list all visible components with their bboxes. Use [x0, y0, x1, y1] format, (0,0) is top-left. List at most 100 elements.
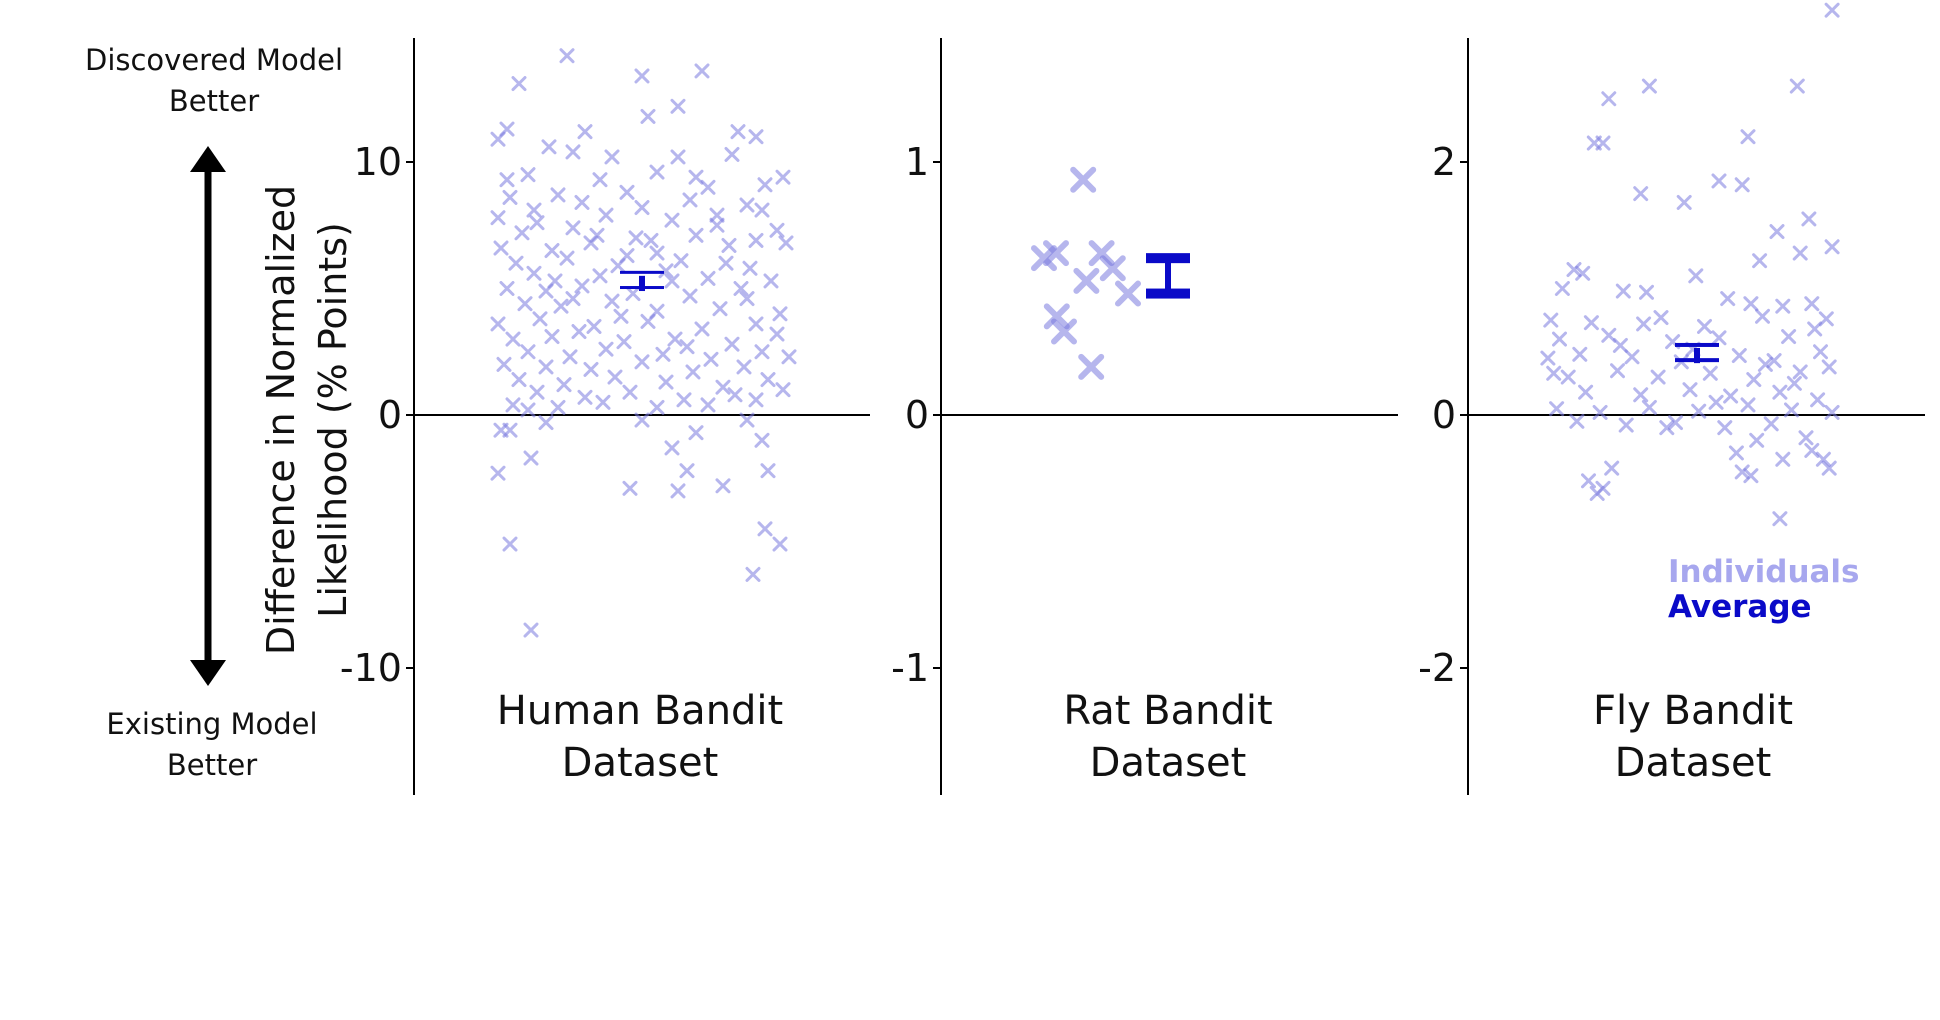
- marker-stroke: [757, 177, 773, 193]
- individual-point: [1595, 135, 1611, 151]
- marker-stroke: [592, 268, 608, 284]
- marker-stroke: [511, 76, 527, 92]
- individual-point: [523, 450, 539, 466]
- marker-stroke: [1821, 359, 1837, 375]
- individual-point: [733, 281, 749, 296]
- individual-point: [718, 255, 734, 271]
- marker-stroke: [1818, 311, 1834, 327]
- marker-stroke: [664, 440, 680, 456]
- individual-point: [763, 273, 779, 289]
- individual-point: [772, 536, 788, 552]
- individual-point: [574, 194, 590, 210]
- y-tick-label: 2: [1432, 140, 1456, 184]
- individual-point: [508, 255, 524, 271]
- individual-point: [499, 121, 515, 137]
- individual-point: [775, 169, 791, 185]
- individual-point: [1807, 321, 1823, 337]
- marker-stroke: [634, 354, 650, 370]
- individual-point: [688, 227, 704, 243]
- marker-stroke: [598, 341, 614, 357]
- marker-stroke: [1781, 329, 1797, 345]
- errorbar-cap-bottom: [1146, 288, 1190, 299]
- panel-title-line1: Rat Bandit: [1063, 688, 1272, 734]
- individual-point: [490, 316, 506, 332]
- marker-stroke: [565, 220, 581, 236]
- marker-stroke: [604, 149, 620, 165]
- marker-stroke: [1569, 413, 1585, 429]
- individual-point: [1610, 363, 1625, 379]
- individual-point: [562, 349, 578, 365]
- errorbar-cap-bottom: [620, 286, 664, 290]
- marker-stroke: [754, 432, 770, 448]
- marker-stroke: [1641, 78, 1657, 94]
- marker-stroke: [664, 273, 680, 289]
- marker-stroke: [1633, 186, 1649, 202]
- marker-stroke: [1073, 267, 1100, 294]
- individual-point: [1572, 346, 1588, 362]
- marker-stroke: [679, 463, 695, 479]
- individual-point: [1688, 268, 1704, 284]
- marker-stroke: [1755, 308, 1770, 324]
- marker-stroke: [595, 394, 611, 410]
- individual-point: [1633, 387, 1649, 403]
- individual-point: [619, 184, 635, 200]
- individual-point: [505, 397, 521, 413]
- marker-stroke: [1639, 284, 1654, 300]
- marker-stroke: [511, 372, 527, 388]
- marker-stroke: [1043, 240, 1069, 267]
- marker-stroke: [604, 293, 620, 309]
- individual-point: [1601, 327, 1617, 343]
- individual-point: [490, 465, 506, 481]
- individual-point: [1784, 402, 1799, 418]
- individual-point: [1740, 397, 1756, 413]
- marker-stroke: [574, 278, 590, 294]
- marker-stroke: [1070, 166, 1097, 193]
- individual-point: [769, 326, 785, 342]
- individual-point: [703, 351, 719, 367]
- marker-stroke: [1572, 346, 1588, 362]
- individual-point: [688, 169, 704, 185]
- marker-stroke: [1752, 253, 1768, 269]
- individual-point: [748, 232, 764, 248]
- marker-stroke: [1810, 392, 1826, 408]
- marker-stroke: [607, 369, 623, 385]
- individual-point: [736, 359, 752, 375]
- marker-stroke: [1668, 415, 1683, 431]
- individual-point: [1804, 296, 1820, 312]
- individual-point: [517, 296, 533, 312]
- marker-stroke: [1807, 321, 1823, 337]
- marker-stroke: [1804, 442, 1820, 458]
- individual-point: [748, 392, 764, 408]
- marker-stroke: [1711, 330, 1727, 346]
- marker-stroke: [523, 450, 539, 466]
- marker-stroke: [1633, 387, 1649, 403]
- marker-stroke: [574, 194, 590, 210]
- individual-point: [622, 384, 638, 400]
- individual-point: [700, 270, 716, 286]
- individual-point: [1676, 194, 1692, 210]
- marker-stroke: [1659, 420, 1675, 436]
- marker-stroke: [1731, 348, 1747, 364]
- individual-point: [628, 230, 644, 246]
- individual-point: [640, 108, 656, 124]
- individual-point: [625, 286, 641, 302]
- marker-stroke: [1728, 445, 1744, 461]
- marker-stroke: [1601, 327, 1617, 343]
- individual-point: [574, 278, 590, 294]
- marker-stroke: [694, 321, 710, 337]
- marker-stroke: [640, 313, 656, 329]
- marker-stroke: [1749, 432, 1765, 448]
- individual-point: [1743, 296, 1759, 312]
- individual-point: [1786, 375, 1802, 391]
- marker-stroke: [763, 273, 779, 289]
- marker-stroke: [571, 324, 587, 340]
- individual-point: [1569, 413, 1585, 429]
- individual-point: [745, 566, 761, 582]
- marker-stroke: [1650, 369, 1666, 385]
- individual-point: [1650, 369, 1666, 385]
- individual-point: [577, 389, 593, 405]
- individual-point: [1740, 129, 1756, 145]
- individual-point: [664, 440, 680, 456]
- marker-stroke: [499, 172, 515, 188]
- individual-point: [1659, 420, 1675, 436]
